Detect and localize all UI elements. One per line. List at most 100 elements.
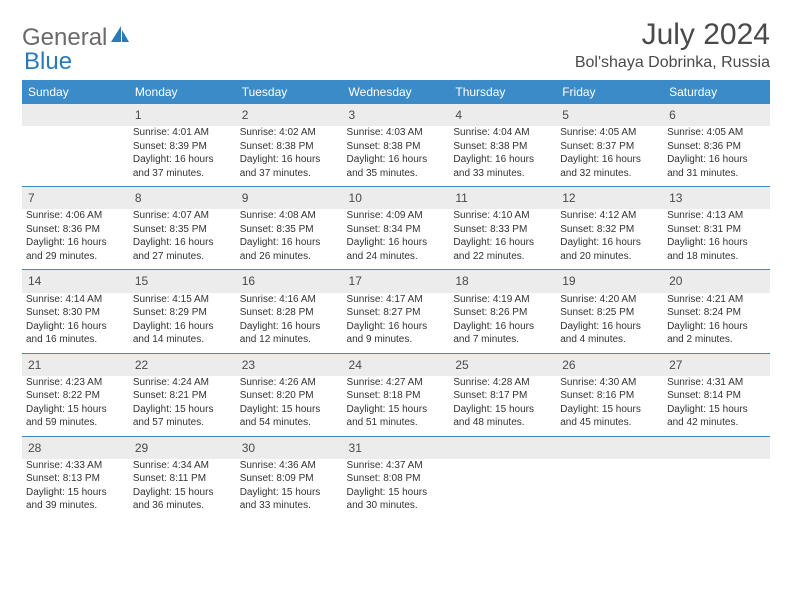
sunset-text: Sunset: 8:34 PM [347, 223, 446, 237]
sunrise-text: Sunrise: 4:05 AM [560, 126, 659, 140]
day-cell [449, 459, 556, 519]
sunrise-text: Sunrise: 4:12 AM [560, 209, 659, 223]
calendar-page: General July 2024 Bol'shaya Dobrinka, Ru… [0, 0, 792, 529]
sunrise-text: Sunrise: 4:36 AM [240, 459, 339, 473]
day-number: 2 [236, 104, 343, 126]
sunset-text: Sunset: 8:37 PM [560, 140, 659, 154]
day-cell: Sunrise: 4:02 AMSunset: 8:38 PMDaylight:… [236, 126, 343, 187]
day-content-row: Sunrise: 4:14 AMSunset: 8:30 PM Daylight:… [22, 293, 770, 354]
sunset-text: Sunset: 8:38 PM [240, 140, 339, 154]
daylight-text: Daylight: 15 hours and 51 minutes. [347, 403, 446, 430]
daylight-text: Daylight: 15 hours and 39 minutes. [26, 486, 125, 513]
day-number [22, 104, 129, 126]
day-cell: Sunrise: 4:13 AMSunset: 8:31 PMDaylight:… [663, 209, 770, 270]
sunset-text: Sunset: 8:29 PM [133, 306, 232, 320]
sunset-text: Sunset: 8:38 PM [453, 140, 552, 154]
day-number: 9 [236, 187, 343, 210]
day-cell: Sunrise: 4:21 AMSunset: 8:24 PMDaylight:… [663, 293, 770, 354]
sunrise-text: Sunrise: 4:24 AM [133, 376, 232, 390]
day-cell: Sunrise: 4:15 AMSunset: 8:29 PMDaylight:… [129, 293, 236, 354]
day-number: 31 [343, 436, 450, 459]
daylight-text: Daylight: 16 hours and 12 minutes. [240, 320, 339, 347]
daylight-text: Daylight: 16 hours and 2 minutes. [667, 320, 766, 347]
day-cell: Sunrise: 4:12 AMSunset: 8:32 PMDaylight:… [556, 209, 663, 270]
daylight-text: Daylight: 16 hours and 7 minutes. [453, 320, 552, 347]
sunrise-text: Sunrise: 4:33 AM [26, 459, 125, 473]
day-header: Monday [129, 80, 236, 104]
day-header: Sunday [22, 80, 129, 104]
sunrise-text: Sunrise: 4:31 AM [667, 376, 766, 390]
title-block: July 2024 Bol'shaya Dobrinka, Russia [575, 18, 770, 72]
daylight-text: Daylight: 15 hours and 57 minutes. [133, 403, 232, 430]
sunrise-text: Sunrise: 4:05 AM [667, 126, 766, 140]
day-header: Tuesday [236, 80, 343, 104]
day-number: 27 [663, 353, 770, 376]
day-number-row: 78910111213 [22, 187, 770, 210]
day-cell: Sunrise: 4:37 AMSunset: 8:08 PMDaylight:… [343, 459, 450, 519]
sunrise-text: Sunrise: 4:15 AM [133, 293, 232, 307]
sunset-text: Sunset: 8:39 PM [133, 140, 232, 154]
sunset-text: Sunset: 8:35 PM [240, 223, 339, 237]
sunset-text: Sunset: 8:28 PM [240, 306, 339, 320]
day-content-row: Sunrise: 4:23 AMSunset: 8:22 PMDaylight:… [22, 376, 770, 437]
daylight-text: Daylight: 16 hours and 22 minutes. [453, 236, 552, 263]
sunset-text: Sunset: 8:31 PM [667, 223, 766, 237]
day-cell: Sunrise: 4:20 AMSunset: 8:25 PMDaylight:… [556, 293, 663, 354]
day-cell: Sunrise: 4:31 AMSunset: 8:14 PMDaylight:… [663, 376, 770, 437]
sunset-text: Sunset: 8:22 PM [26, 389, 125, 403]
daylight-text: Daylight: 15 hours and 59 minutes. [26, 403, 125, 430]
daylight-text: Daylight: 16 hours and 32 minutes. [560, 153, 659, 180]
daylight-text: Daylight: 15 hours and 30 minutes. [347, 486, 446, 513]
day-number: 10 [343, 187, 450, 210]
day-number: 20 [663, 270, 770, 293]
sunrise-text: Sunrise: 4:28 AM [453, 376, 552, 390]
day-number: 12 [556, 187, 663, 210]
day-number: 17 [343, 270, 450, 293]
day-cell: Sunrise: 4:26 AMSunset: 8:20 PMDaylight:… [236, 376, 343, 437]
day-cell: Sunrise: 4:03 AMSunset: 8:38 PMDaylight:… [343, 126, 450, 187]
sunset-text: Sunset: 8:30 PM [26, 306, 125, 320]
daylight-text: Daylight: 16 hours and 35 minutes. [347, 153, 446, 180]
sunset-text: Sunset: 8:25 PM [560, 306, 659, 320]
sunrise-text: Sunrise: 4:20 AM [560, 293, 659, 307]
daylight-text: Daylight: 16 hours and 18 minutes. [667, 236, 766, 263]
sunrise-text: Sunrise: 4:26 AM [240, 376, 339, 390]
sunset-text: Sunset: 8:26 PM [453, 306, 552, 320]
day-number: 19 [556, 270, 663, 293]
sunrise-text: Sunrise: 4:04 AM [453, 126, 552, 140]
day-content-row: Sunrise: 4:06 AMSunset: 8:36 PMDaylight:… [22, 209, 770, 270]
sunrise-text: Sunrise: 4:08 AM [240, 209, 339, 223]
day-number: 16 [236, 270, 343, 293]
sunrise-text: Sunrise: 4:10 AM [453, 209, 552, 223]
day-number: 14 [22, 270, 129, 293]
day-number: 4 [449, 104, 556, 126]
day-cell: Sunrise: 4:01 AMSunset: 8:39 PMDaylight:… [129, 126, 236, 187]
daylight-text: Daylight: 16 hours and 4 minutes. [560, 320, 659, 347]
day-number: 21 [22, 353, 129, 376]
day-content-row: Sunrise: 4:01 AMSunset: 8:39 PMDaylight:… [22, 126, 770, 187]
daylight-text: Daylight: 16 hours and 26 minutes. [240, 236, 339, 263]
calendar-table: Sunday Monday Tuesday Wednesday Thursday… [22, 80, 770, 519]
day-number: 6 [663, 104, 770, 126]
day-number: 13 [663, 187, 770, 210]
sunrise-text: Sunrise: 4:02 AM [240, 126, 339, 140]
day-number: 8 [129, 187, 236, 210]
day-cell: Sunrise: 4:17 AMSunset: 8:27 PMDaylight:… [343, 293, 450, 354]
daylight-text: Daylight: 16 hours and 20 minutes. [560, 236, 659, 263]
day-cell: Sunrise: 4:27 AMSunset: 8:18 PMDaylight:… [343, 376, 450, 437]
sunset-text: Sunset: 8:33 PM [453, 223, 552, 237]
day-cell: Sunrise: 4:16 AMSunset: 8:28 PMDaylight:… [236, 293, 343, 354]
sunrise-text: Sunrise: 4:14 AM [26, 293, 125, 307]
day-number: 24 [343, 353, 450, 376]
sunset-text: Sunset: 8:38 PM [347, 140, 446, 154]
day-cell: Sunrise: 4:09 AMSunset: 8:34 PMDaylight:… [343, 209, 450, 270]
day-number: 22 [129, 353, 236, 376]
sunrise-text: Sunrise: 4:13 AM [667, 209, 766, 223]
sunset-text: Sunset: 8:18 PM [347, 389, 446, 403]
day-content-row: Sunrise: 4:33 AMSunset: 8:13 PMDaylight:… [22, 459, 770, 519]
day-number: 3 [343, 104, 450, 126]
day-header-row: Sunday Monday Tuesday Wednesday Thursday… [22, 80, 770, 104]
day-cell: Sunrise: 4:23 AMSunset: 8:22 PMDaylight:… [22, 376, 129, 437]
day-cell [556, 459, 663, 519]
day-number: 11 [449, 187, 556, 210]
